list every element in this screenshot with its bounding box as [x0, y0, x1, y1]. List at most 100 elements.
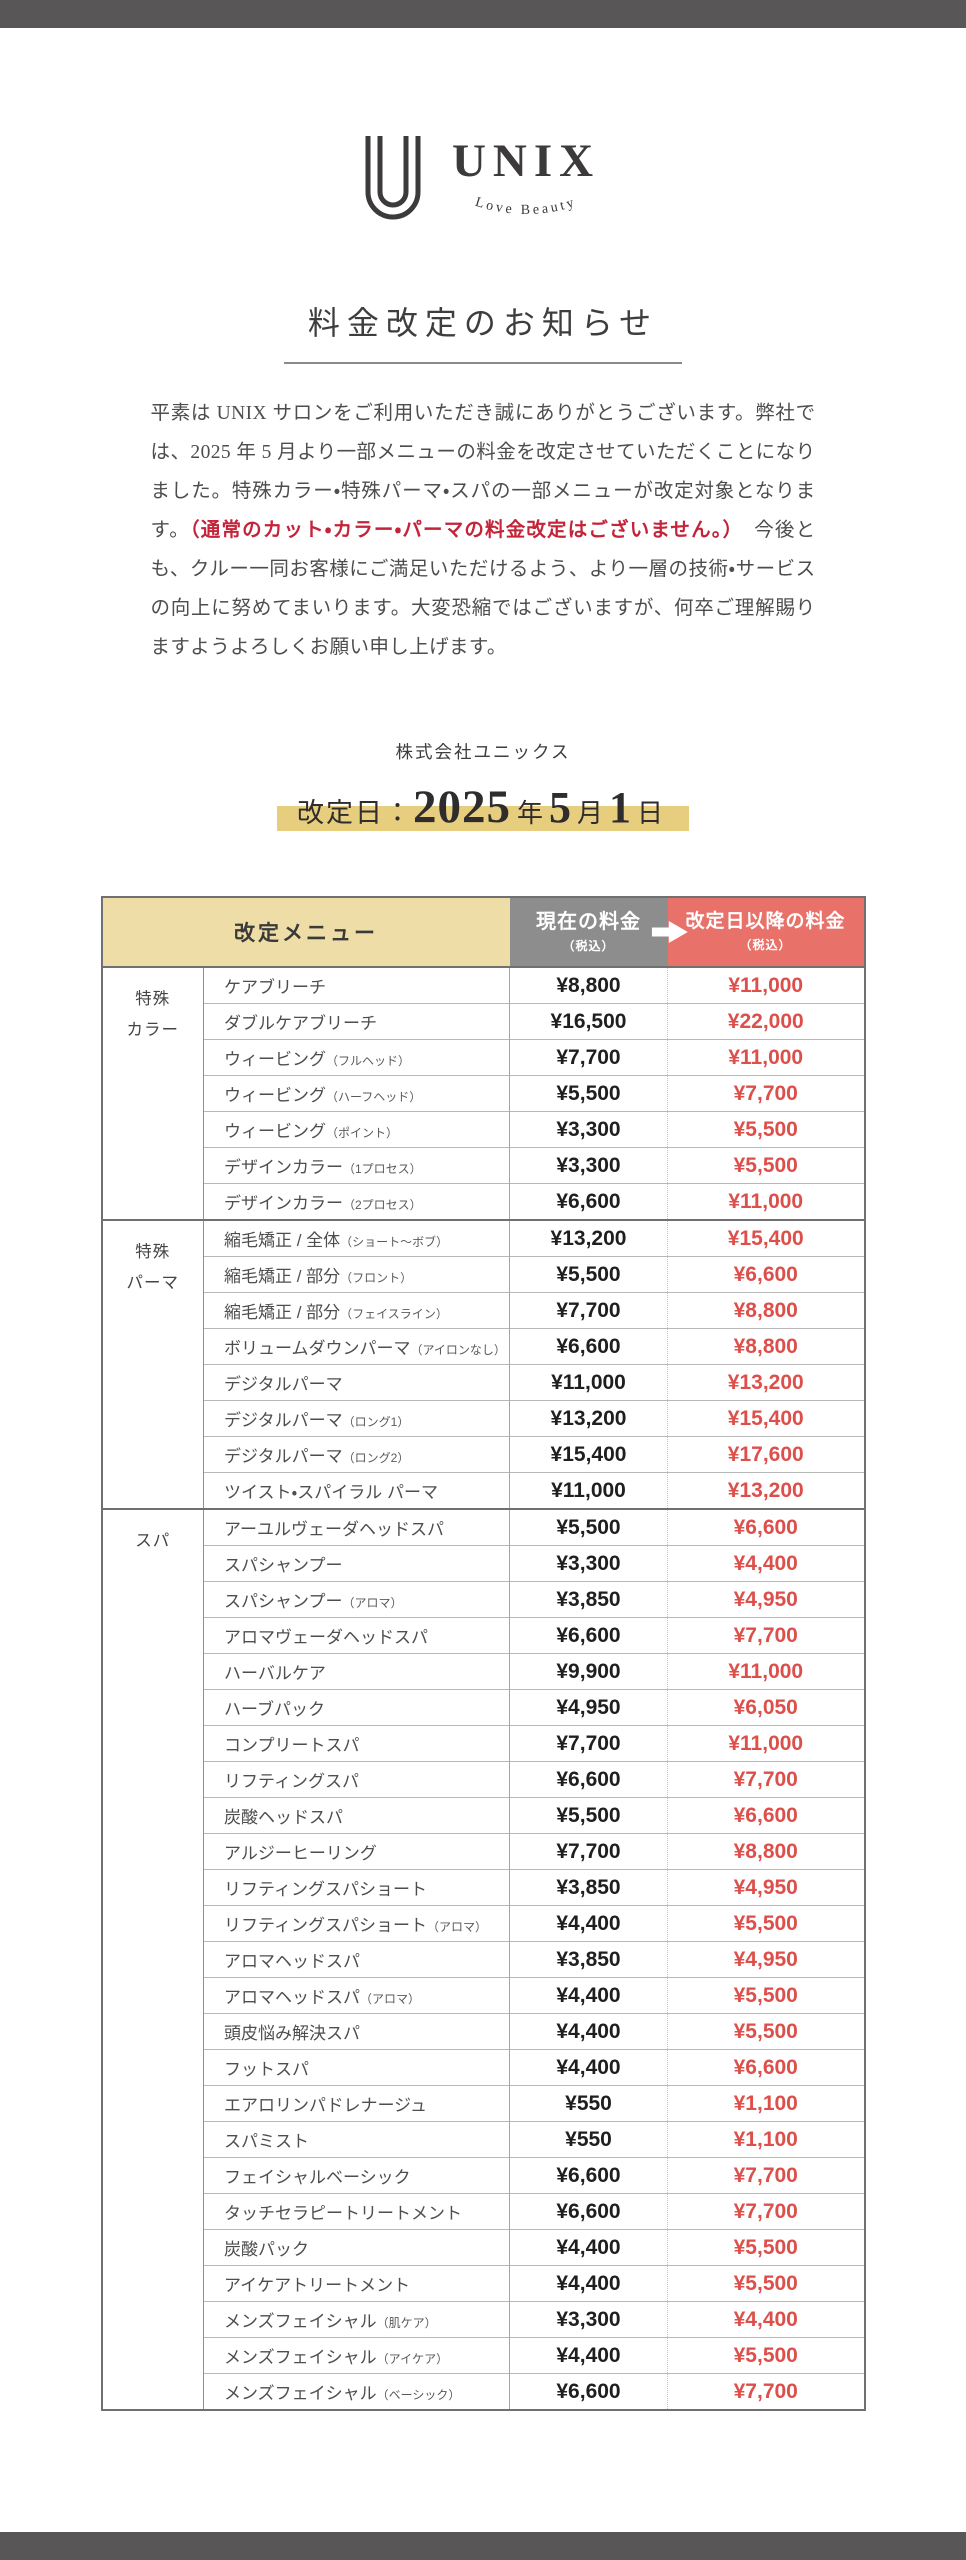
body-text-before: 平素は UNIX サロンをご利用いただき誠にありがとうございます。弊社では、20… [150, 403, 816, 541]
body-text-emphasis: （通常のカット・カラー・パーマの料金改定はございません。） [189, 520, 734, 541]
menu-note: （ベーシック） [376, 2388, 461, 2402]
menu-note: （アロマ） [426, 1920, 487, 1934]
revision-year: 2025 [412, 781, 511, 833]
current-price-cell: ¥4,400 [509, 2049, 668, 2086]
menu-name-cell: スパシャンプー [203, 1545, 510, 1582]
current-price-cell: ¥6,600 [509, 2373, 668, 2410]
menu-name: リフティングスパ [224, 1772, 359, 1791]
table-row: 縮毛矯正 / 部分（フェイスライン） ¥7,700 ¥8,800 [102, 1292, 865, 1329]
table-row: ハーバルケア ¥9,900 ¥11,000 [102, 1653, 865, 1690]
table-row: 炭酸パック ¥4,400 ¥5,500 [102, 2229, 865, 2266]
menu-name-cell: スパシャンプー（アロマ） [203, 1581, 510, 1618]
revised-price-cell: ¥13,200 [667, 1472, 865, 1509]
menu-name: ケアブリーチ [224, 978, 326, 997]
revised-price-cell: ¥4,400 [667, 2301, 865, 2338]
current-price-cell: ¥7,700 [509, 1725, 668, 1762]
header-revised-price: 改定日以降の料金 （税込） [667, 897, 865, 968]
table-row: デジタルパーマ（ロング2） ¥15,400 ¥17,600 [102, 1436, 865, 1473]
current-price-cell: ¥3,300 [509, 2301, 668, 2338]
menu-name-cell: 炭酸パック [203, 2229, 510, 2266]
table-row: スパミスト ¥550 ¥1,100 [102, 2121, 865, 2158]
notice-body: 平素は UNIX サロンをご利用いただき誠にありがとうございます。弊社では、20… [151, 394, 816, 667]
revised-price-cell: ¥11,000 [667, 1039, 865, 1076]
table-row: スパ アーユルヴェーダヘッドスパ ¥5,500 ¥6,600 [101, 1508, 865, 2410]
revised-price-cell: ¥11,000 [667, 966, 865, 1004]
menu-name: デザインカラー [224, 1158, 343, 1177]
table-row: メンズフェイシャル（アイケア） ¥4,400 ¥5,500 [102, 2337, 865, 2374]
revised-price-cell: ¥11,000 [667, 1725, 865, 1762]
menu-name: 頭皮悩み解決スパ [224, 2024, 360, 2043]
table-row: メンズフェイシャル（ベーシック） ¥6,600 ¥7,700 [102, 2373, 865, 2410]
revised-price-cell: ¥7,700 [667, 1075, 865, 1112]
page-title: 料金改定のお知らせ [283, 298, 683, 364]
menu-name: リフティングスパショート [224, 1916, 427, 1935]
table-row: リフティングスパショート ¥3,850 ¥4,950 [102, 1869, 865, 1906]
year-unit: 年 [516, 799, 543, 828]
menu-name: フットスパ [224, 2060, 309, 2079]
menu-name: アイケアトリートメント [224, 2276, 411, 2295]
menu-name-cell: エアロリンパドレナージュ [203, 2085, 510, 2122]
menu-name: デジタルパーマ [224, 1411, 343, 1430]
menu-name: メンズフェイシャル [224, 2348, 377, 2367]
menu-note: （フロント） [340, 1271, 413, 1285]
menu-name: ハーブパック [224, 1700, 325, 1719]
revised-price-cell: ¥11,000 [667, 1653, 865, 1690]
current-price-cell: ¥6,600 [509, 2193, 668, 2230]
menu-name: アロマヘッドスパ [224, 1988, 360, 2007]
menu-name-cell: リフティングスパ [203, 1761, 510, 1798]
table-row: メンズフェイシャル（肌ケア） ¥3,300 ¥4,400 [102, 2301, 865, 2338]
current-price-cell: ¥4,400 [509, 1977, 668, 2014]
menu-name: ウィービング [224, 1086, 326, 1105]
menu-name: アロマヴェーダヘッドスパ [224, 1628, 428, 1647]
menu-name-cell: デジタルパーマ（ロング2） [203, 1436, 510, 1473]
revised-price-cell: ¥7,700 [667, 1617, 865, 1654]
table-row: 特殊 カラー ケアブリーチ ¥8,800 ¥11,000 [101, 966, 865, 1220]
revised-price-cell: ¥4,950 [667, 1581, 865, 1618]
current-price-cell: ¥3,850 [509, 1869, 668, 1906]
menu-name: アロマヘッドスパ [224, 1952, 360, 1971]
menu-name-cell: リフティングスパショート（アロマ） [203, 1905, 510, 1942]
menu-name-cell: フットスパ [203, 2049, 510, 2086]
table-row: 縮毛矯正 / 部分（フロント） ¥5,500 ¥6,600 [102, 1256, 865, 1293]
price-table: 改定メニュー 現在の料金 （税込） 改定日以降の料金 （税込） 特殊 カラー ケアブ… [100, 896, 866, 2411]
menu-note: （アロマ） [342, 1596, 403, 1610]
menu-name-cell: ケアブリーチ [203, 966, 510, 1004]
table-row: 特殊 パーマ 縮毛矯正 / 全体（ショート〜ボブ） ¥13,200 ¥15,400 [101, 1219, 865, 1509]
menu-name-cell: アロマヴェーダヘッドスパ [203, 1617, 510, 1654]
date-highlight-bar [276, 806, 690, 831]
table-row: アロマヘッドスパ ¥3,850 ¥4,950 [102, 1941, 865, 1978]
current-price-cell: ¥8,800 [509, 966, 668, 1004]
revised-price-cell: ¥8,800 [667, 1833, 865, 1870]
current-price-cell: ¥4,400 [509, 1905, 668, 1942]
table-row: 頭皮悩み解決スパ ¥4,400 ¥5,500 [102, 2013, 865, 2050]
current-price-cell: ¥11,000 [509, 1364, 668, 1401]
revision-date-banner: 改定日：2025 年 5 月 1 日 [276, 780, 690, 834]
menu-note: （アイロンなし） [410, 1343, 506, 1357]
menu-name-cell: デザインカラー（1プロセス） [203, 1147, 510, 1184]
menu-name-cell: ボリュームダウンパーマ（アイロンなし） [203, 1328, 510, 1365]
menu-name-cell: アロマヘッドスパ [203, 1941, 510, 1978]
revised-price-cell: ¥15,400 [667, 1400, 865, 1437]
table-row: ツイスト・スパイラル パーマ ¥11,000 ¥13,200 [102, 1472, 865, 1509]
menu-name-cell: メンズフェイシャル（肌ケア） [203, 2301, 510, 2338]
header-current-label: 現在の料金 [536, 911, 641, 933]
table-row: アイケアトリートメント ¥4,400 ¥5,500 [102, 2265, 865, 2302]
revised-price-cell: ¥8,800 [667, 1328, 865, 1365]
menu-note: （フルヘッド） [326, 1054, 411, 1068]
menu-name-cell: ウィービング（フルヘッド） [203, 1039, 510, 1076]
revision-day: 1 [609, 783, 631, 832]
current-price-cell: ¥6,600 [509, 2157, 668, 2194]
revised-price-cell: ¥4,950 [667, 1869, 865, 1906]
current-price-cell: ¥7,700 [509, 1292, 668, 1329]
table-row: アルジーヒーリング ¥7,700 ¥8,800 [102, 1833, 865, 1870]
menu-name-cell: ウィービング（ハーフヘッド） [203, 1075, 510, 1112]
current-price-cell: ¥5,500 [509, 1508, 668, 1546]
menu-name-cell: ツイスト・スパイラル パーマ [203, 1472, 510, 1509]
current-price-cell: ¥6,600 [509, 1183, 668, 1220]
top-frame-bar [0, 0, 966, 28]
current-price-cell: ¥3,300 [509, 1147, 668, 1184]
menu-name: スパミスト [224, 2132, 309, 2151]
menu-name-cell: ウィービング（ポイント） [203, 1111, 510, 1148]
table-row: 炭酸ヘッドスパ ¥5,500 ¥6,600 [102, 1797, 865, 1834]
